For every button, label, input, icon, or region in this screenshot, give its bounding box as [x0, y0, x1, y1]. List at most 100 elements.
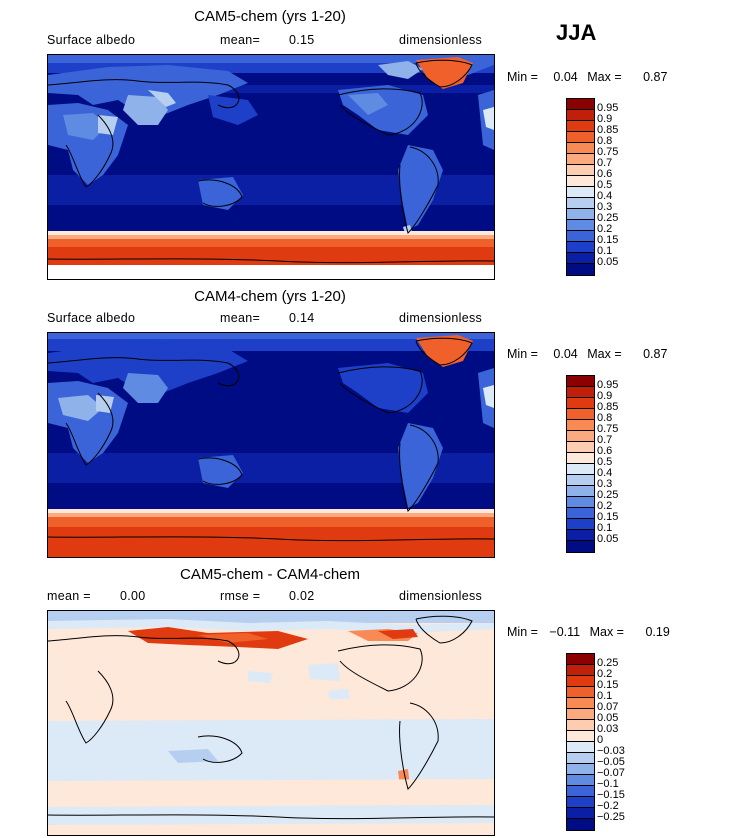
colorbar-level-label: −0.07: [597, 767, 625, 779]
colorbar-level-label: −0.1: [597, 778, 619, 790]
colorbar-level-label: 0.1: [597, 522, 613, 534]
colorbar-swatch: [567, 654, 594, 665]
panel-3-title: CAM5-chem - CAM4-chem: [179, 566, 361, 583]
panel-2-title: CAM4-chem (yrs 1-20): [194, 288, 346, 305]
colorbar-swatch: [567, 808, 594, 819]
colorbar-swatch: [567, 453, 594, 464]
colorbar-swatch: [567, 464, 594, 475]
panel-3-max-value: 0.19: [645, 625, 670, 639]
colorbar-swatch: [567, 486, 594, 497]
panel-1-minmax: Min = 0.04 Max = 0.87: [507, 70, 727, 84]
colorbar-level-label: 0.05: [597, 712, 619, 724]
colorbar-level-label: −0.2: [597, 800, 619, 812]
colorbar-level-label: 0.05: [597, 256, 619, 268]
colorbar-swatch: [567, 698, 594, 709]
panel-1-map-svg: [48, 55, 494, 279]
panel-2-colorbar: [566, 375, 595, 553]
colorbar-swatch: [567, 541, 594, 552]
panel-2-minmax: Min = 0.04 Max = 0.87: [507, 347, 727, 361]
colorbar-swatch: [567, 720, 594, 731]
panel-1-max-label: Max =: [587, 70, 622, 84]
colorbar-level-label: 0.7: [597, 157, 613, 169]
panel-1-title: CAM5-chem (yrs 1-20): [194, 8, 346, 25]
colorbar-level-label: 0.25: [597, 212, 619, 224]
colorbar-swatch: [567, 154, 594, 165]
colorbar-swatch: [567, 775, 594, 786]
panel-3-units: dimensionless: [399, 589, 483, 603]
colorbar-level-label: 0.15: [597, 234, 619, 246]
colorbar-swatch: [567, 819, 594, 830]
colorbar-swatch: [567, 442, 594, 453]
panel-3-min-label: Min =: [507, 625, 538, 639]
panel-2-max-label: Max =: [587, 347, 622, 361]
colorbar-level-label: 0.3: [597, 201, 613, 213]
colorbar-level-label: 0.03: [597, 723, 619, 735]
colorbar-swatch: [567, 143, 594, 154]
colorbar-swatch: [567, 387, 594, 398]
colorbar-level-label: 0.95: [597, 379, 619, 391]
colorbar-swatch: [567, 709, 594, 720]
colorbar-level-label: 0.2: [597, 668, 613, 680]
panel-1-units: dimensionless: [399, 33, 483, 47]
panel-3-map-svg: [48, 611, 494, 835]
colorbar-swatch: [567, 786, 594, 797]
colorbar-swatch: [567, 475, 594, 486]
colorbar-swatch: [567, 665, 594, 676]
panel-3-rmse-label: rmse =: [220, 589, 261, 603]
panel-3-mean-value: 0.00: [120, 589, 146, 603]
panel-1-min-value: 0.04: [553, 70, 578, 84]
panel-2-mean-value: 0.14: [289, 311, 315, 325]
colorbar-swatch: [567, 110, 594, 121]
colorbar-level-label: 0.4: [597, 190, 613, 202]
panel-1-colorbar: [566, 98, 595, 276]
colorbar-swatch: [567, 508, 594, 519]
panel-2-min-value: 0.04: [553, 347, 578, 361]
colorbar-swatch: [567, 187, 594, 198]
colorbar-swatch: [567, 176, 594, 187]
colorbar-swatch: [567, 687, 594, 698]
colorbar-level-label: 0.4: [597, 467, 613, 479]
colorbar-level-label: 0.9: [597, 113, 613, 125]
colorbar-level-label: −0.05: [597, 756, 625, 768]
colorbar-level-label: 0.5: [597, 179, 613, 191]
colorbar-level-label: 0.15: [597, 511, 619, 523]
panel-2-max-value: 0.87: [643, 347, 668, 361]
colorbar-swatch: [567, 519, 594, 530]
colorbar-level-label: 0.6: [597, 445, 613, 457]
colorbar-swatch: [567, 253, 594, 264]
panel-1-mean-value: 0.15: [289, 33, 315, 47]
colorbar-level-label: −0.03: [597, 745, 625, 757]
panel-2-mean-label: mean=: [220, 311, 261, 325]
colorbar-level-label: 0.7: [597, 434, 613, 446]
colorbar-swatch: [567, 409, 594, 420]
colorbar-swatch: [567, 376, 594, 387]
panel-1-max-value: 0.87: [643, 70, 668, 84]
colorbar-level-label: 0.1: [597, 690, 613, 702]
colorbar-swatch: [567, 742, 594, 753]
colorbar-swatch: [567, 797, 594, 808]
colorbar-level-label: 0: [597, 734, 604, 746]
colorbar-level-label: 0.95: [597, 102, 619, 114]
colorbar-level-label: 0.75: [597, 146, 619, 158]
colorbar-level-label: −0.25: [597, 811, 625, 823]
colorbar-swatch: [567, 530, 594, 541]
colorbar-swatch: [567, 132, 594, 143]
colorbar-swatch: [567, 198, 594, 209]
colorbar-swatch: [567, 165, 594, 176]
colorbar-level-label: 0.2: [597, 500, 613, 512]
colorbar-level-label: 0.8: [597, 412, 613, 424]
panel-2-map-svg: [48, 333, 494, 557]
colorbar-level-label: 0.75: [597, 423, 619, 435]
colorbar-level-label: 0.07: [597, 701, 619, 713]
panel-3-min-value: −0.11: [549, 625, 581, 639]
colorbar-swatch: [567, 420, 594, 431]
colorbar-level-label: 0.85: [597, 124, 619, 136]
panel-1-variable: Surface albedo: [47, 33, 136, 47]
colorbar-swatch: [567, 398, 594, 409]
panel-2-units: dimensionless: [399, 311, 483, 325]
colorbar-swatch: [567, 753, 594, 764]
panel-1-map: [47, 54, 495, 280]
colorbar-swatch: [567, 764, 594, 775]
panel-2-variable: Surface albedo: [47, 311, 136, 325]
colorbar-swatch: [567, 121, 594, 132]
